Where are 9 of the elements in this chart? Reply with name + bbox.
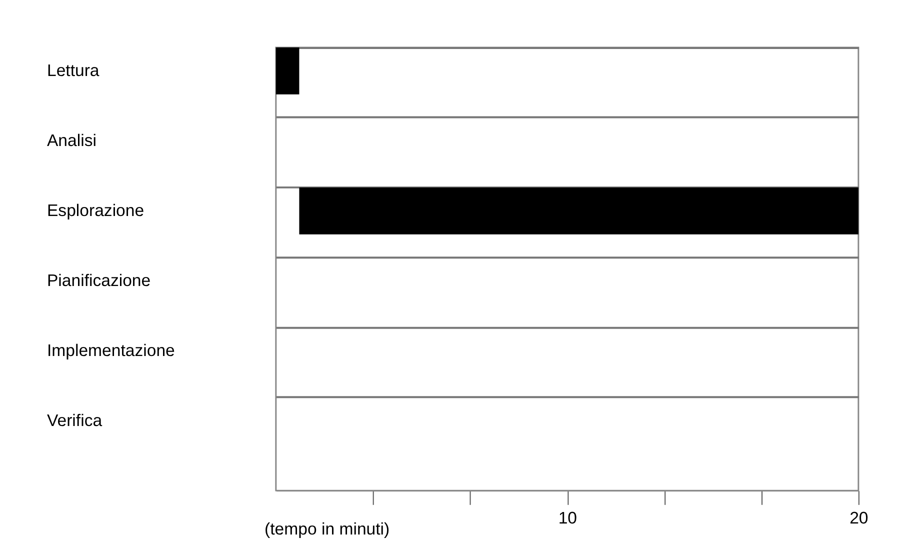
y-tick-label: Verifica bbox=[46, 410, 103, 430]
y-tick-label: Implementazione bbox=[46, 340, 175, 360]
y-tick-label: Pianificazione bbox=[46, 270, 151, 290]
x-axis-title: (tempo in minuti) bbox=[264, 520, 390, 539]
x-tick-label: 10 bbox=[558, 508, 578, 528]
y-tick-label: Esplorazione bbox=[46, 200, 144, 220]
x-tick-label: 20 bbox=[850, 508, 868, 528]
y-tick-label: Analisi bbox=[46, 130, 96, 150]
y-tick-label: Lettura bbox=[46, 60, 100, 80]
